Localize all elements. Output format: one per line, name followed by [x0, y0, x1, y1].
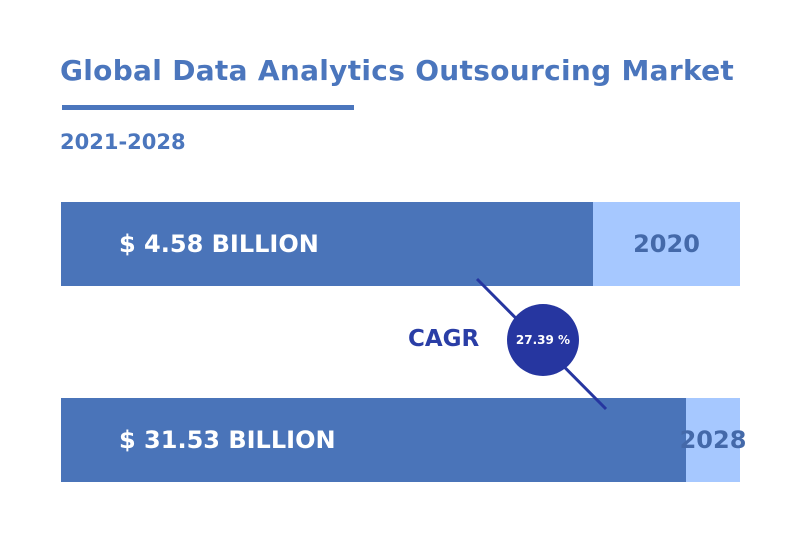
bar-value-label-2028: $ 31.53 BILLION [119, 426, 336, 454]
bar-2028 [61, 398, 686, 482]
bar-2020 [61, 202, 593, 286]
title-underline [62, 105, 354, 110]
bar-track-2028: $ 31.53 BILLION 2028 [61, 398, 747, 482]
cagr-badge: 27.39 % [507, 304, 579, 376]
bar-value-label-2020: $ 4.58 BILLION [119, 230, 319, 258]
bar-track-2020: $ 4.58 BILLION 2020 [61, 202, 740, 286]
bar-category-label-2028: 2028 [679, 426, 747, 454]
chart-title: Global Data Analytics Outsourcing Market [60, 54, 735, 87]
cagr-value: 27.39 % [515, 333, 571, 347]
cagr-label: CAGR [408, 326, 480, 352]
chart-subtitle: 2021-2028 [60, 130, 186, 154]
bar-category-label-2020: 2020 [633, 230, 700, 258]
